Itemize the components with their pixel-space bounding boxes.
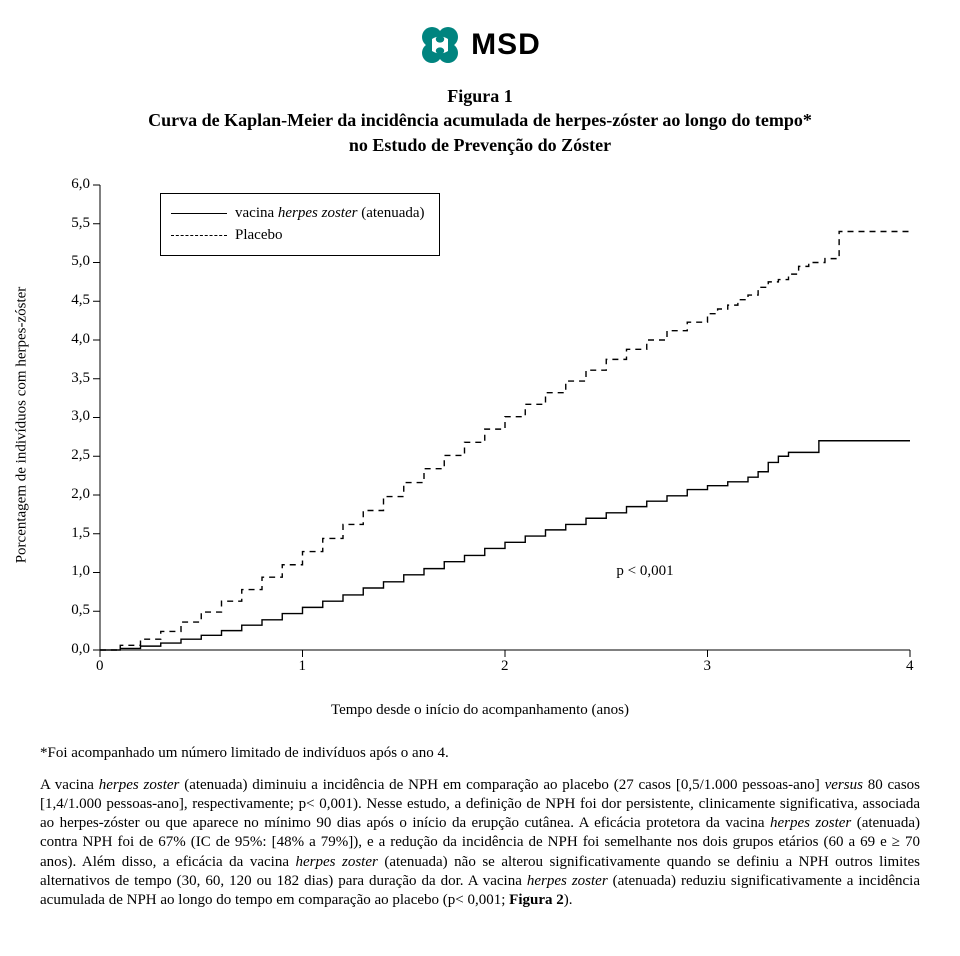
x-tick-label: 2 [501, 658, 509, 675]
x-tick-label: 0 [96, 658, 104, 675]
legend-label: vacina herpes zoster (atenuada) [235, 202, 425, 225]
legend-item: vacina herpes zoster (atenuada) [171, 202, 425, 225]
x-axis-label: Tempo desde o início do acompanhamento (… [331, 702, 629, 719]
legend-label: Placebo [235, 224, 282, 247]
figure-caption-line-1: Curva de Kaplan-Meier da incidência acum… [40, 108, 920, 132]
legend: vacina herpes zoster (atenuada)Placebo [160, 193, 440, 256]
figure-caption-line-2: no Estudo de Prevenção do Zóster [40, 133, 920, 157]
legend-line-solid-icon [171, 213, 227, 214]
y-tick-label: 2,5 [71, 447, 90, 464]
y-tick-label: 4,5 [71, 292, 90, 309]
x-tick-label: 3 [704, 658, 712, 675]
y-tick-label: 4,0 [71, 331, 90, 348]
brand-logo: MSD [40, 24, 920, 66]
y-tick-label: 0,5 [71, 602, 90, 619]
y-tick-label: 0,0 [71, 641, 90, 658]
km-chart: Porcentagem de indivíduos com herpes-zós… [40, 175, 920, 675]
figure-label: Figura 1 [40, 84, 920, 108]
y-tick-label: 5,5 [71, 215, 90, 232]
y-tick-label: 3,5 [71, 370, 90, 387]
msd-icon [419, 24, 461, 66]
y-tick-label: 2,0 [71, 486, 90, 503]
p-value-text: p < 0,001 [616, 563, 673, 580]
y-tick-label: 3,0 [71, 408, 90, 425]
x-tick-label: 1 [299, 658, 307, 675]
y-tick-label: 1,0 [71, 563, 90, 580]
figure-footnote: *Foi acompanhado um número limitado de i… [40, 745, 920, 762]
y-tick-label: 5,0 [71, 253, 90, 270]
figure-caption: Figura 1 Curva de Kaplan-Meier da incidê… [40, 84, 920, 157]
body-paragraph: A vacina herpes zoster (atenuada) diminu… [40, 776, 920, 910]
y-tick-label: 6,0 [71, 176, 90, 193]
legend-item: Placebo [171, 224, 425, 247]
x-tick-label: 4 [906, 658, 914, 675]
y-tick-label: 1,5 [71, 525, 90, 542]
brand-text: MSD [471, 28, 541, 62]
legend-line-dashed-icon [171, 235, 227, 236]
y-axis-label: Porcentagem de indivíduos com herpes-zós… [14, 287, 31, 564]
